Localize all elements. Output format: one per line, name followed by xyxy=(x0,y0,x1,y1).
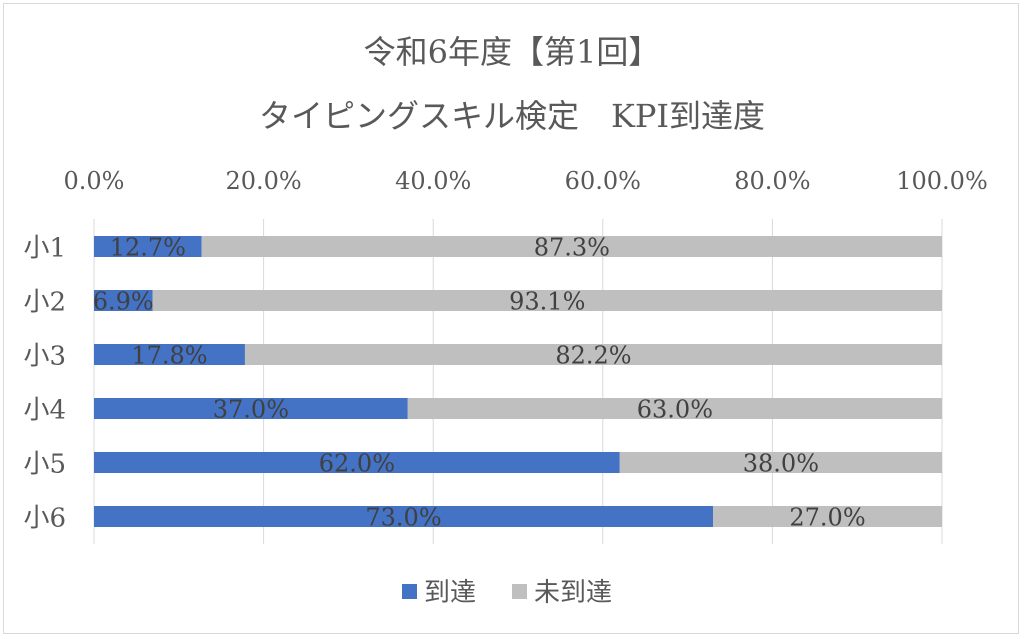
data-label: 6.9% xyxy=(93,288,154,316)
x-tick-label: 20.0% xyxy=(225,167,301,195)
bar-reached xyxy=(94,236,202,257)
data-labels: 12.7% 87.3% 6.9% 93.1% 17.8% 82.2% 37.0% 63.0% 6… xyxy=(93,234,866,532)
legend-swatch xyxy=(402,584,417,599)
data-label: 27.0% xyxy=(789,504,865,532)
chart-frame: 令和6年度【第1回】 タイピングスキル検定 KPI到達度 0.0% 20.0% 40… xyxy=(3,3,1019,634)
category-labels: 小1 小2 小3 小4 小5 小6 xyxy=(23,234,66,534)
category-label: 小5 xyxy=(23,450,66,480)
data-label: 17.8% xyxy=(131,342,207,370)
bar-reached xyxy=(94,506,714,527)
bar-reached xyxy=(94,344,245,365)
legend-swatch xyxy=(512,584,527,599)
legend-label: 到達 xyxy=(424,578,476,608)
data-label: 82.2% xyxy=(555,342,631,370)
data-label: 93.1% xyxy=(509,288,585,316)
category-label: 小4 xyxy=(23,396,66,426)
data-label: 63.0% xyxy=(637,396,713,424)
x-tick-label: 100.0% xyxy=(896,167,988,195)
category-label: 小2 xyxy=(23,288,66,318)
bar-not-reached xyxy=(152,290,943,311)
data-label: 38.0% xyxy=(743,450,819,478)
chart-title-line2: タイピングスキル検定 KPI到達度 xyxy=(259,97,765,135)
bar-not-reached xyxy=(619,452,942,473)
bar-not-reached xyxy=(201,236,943,257)
category-label: 小1 xyxy=(23,234,66,264)
data-label: 87.3% xyxy=(534,234,610,262)
x-tick-label: 40.0% xyxy=(395,167,471,195)
legend-label: 未到達 xyxy=(534,578,612,608)
data-label: 73.0% xyxy=(365,504,441,532)
data-label: 62.0% xyxy=(319,450,395,478)
bar-not-reached xyxy=(244,344,943,365)
data-label: 12.7% xyxy=(110,234,186,262)
bar-reached xyxy=(94,290,153,311)
bar-not-reached xyxy=(713,506,942,527)
x-tick-label: 80.0% xyxy=(734,167,810,195)
legend: 到達 未到達 xyxy=(402,578,612,608)
category-label: 小6 xyxy=(23,504,66,534)
bar-reached xyxy=(94,452,620,473)
bars xyxy=(94,236,943,527)
x-axis-ticks: 0.0% 20.0% 40.0% 60.0% 80.0% 100.0% xyxy=(64,167,988,195)
data-label: 37.0% xyxy=(213,396,289,424)
x-tick-label: 0.0% xyxy=(64,167,125,195)
chart-title-line1: 令和6年度【第1回】 xyxy=(364,33,661,71)
bar-not-reached xyxy=(407,398,942,419)
gridlines xyxy=(93,219,943,544)
bar-reached xyxy=(94,398,408,419)
stacked-bar-chart: 令和6年度【第1回】 タイピングスキル検定 KPI到達度 0.0% 20.0% 40… xyxy=(23,33,988,608)
category-label: 小3 xyxy=(23,342,66,372)
x-tick-label: 60.0% xyxy=(565,167,641,195)
